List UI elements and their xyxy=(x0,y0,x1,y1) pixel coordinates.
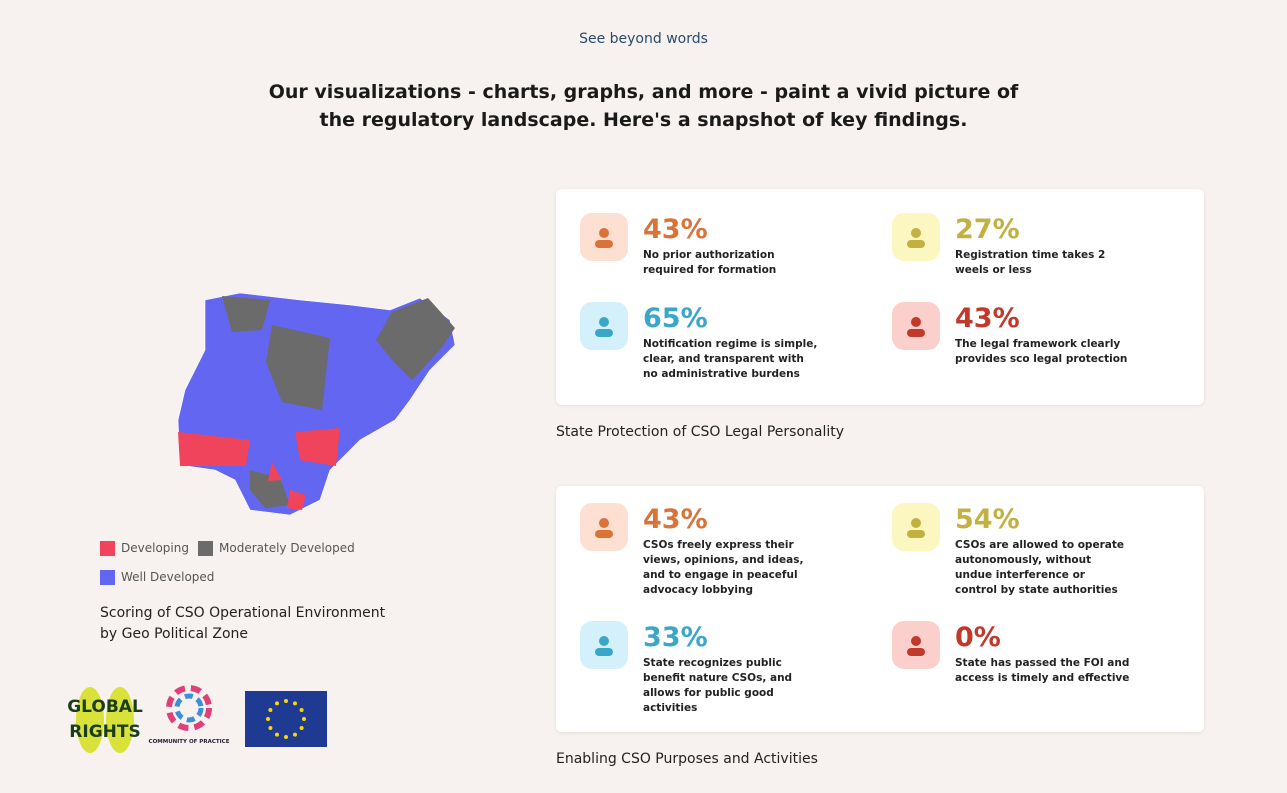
stat-value: 65% xyxy=(643,303,708,334)
stat-text: State recognizes public benefit nature C… xyxy=(643,657,793,714)
legend-swatch xyxy=(198,541,213,556)
logo-shape xyxy=(166,685,212,731)
icon-glyph xyxy=(595,636,613,656)
stat-card xyxy=(556,486,1204,732)
logo-shape xyxy=(174,693,204,723)
icon-glyph xyxy=(907,317,925,337)
star xyxy=(275,701,279,706)
logo-text: RIGHTS xyxy=(69,722,140,742)
tagline: See beyond words xyxy=(579,31,708,47)
logo-text: COMMUNITY OF PRACTICE xyxy=(149,739,230,745)
stat-text: The legal framework clearly provides sco… xyxy=(955,338,1128,365)
stat-text: CSOs freely express their views, opinion… xyxy=(643,539,804,596)
stat-value: 54% xyxy=(955,504,1020,535)
stat-text: State has passed the FOI and access is t… xyxy=(955,657,1130,684)
icon-glyph xyxy=(907,228,925,248)
stat-icon xyxy=(580,621,628,669)
logo-shape xyxy=(106,687,134,753)
star xyxy=(293,732,297,737)
card-caption: State Protection of CSO Legal Personalit… xyxy=(556,424,845,440)
star xyxy=(284,699,288,703)
star xyxy=(275,732,279,737)
heading-line: the regulatory landscape. Here's a snaps… xyxy=(319,109,968,131)
star xyxy=(293,701,297,706)
stat-icon xyxy=(580,213,628,261)
stat-icon xyxy=(892,213,940,261)
star xyxy=(299,708,304,712)
icon-glyph xyxy=(595,317,613,337)
stat-icon xyxy=(892,503,940,551)
stat-text: Registration time takes 2 weels or less xyxy=(955,249,1106,276)
card-caption: Enabling CSO Purposes and Activities xyxy=(556,751,818,767)
star xyxy=(266,717,270,721)
stat-value: 43% xyxy=(643,214,708,245)
map-caption: by Geo Political Zone xyxy=(100,626,249,642)
stat-value: 43% xyxy=(643,504,708,535)
legend-label: Developing xyxy=(121,541,189,555)
heading-line: Our visualizations - charts, graphs, and… xyxy=(268,81,1019,103)
legend-label: Well Developed xyxy=(121,570,215,584)
stat-text: Notification regime is simple, clear, an… xyxy=(643,338,818,380)
legend-swatch xyxy=(100,570,115,585)
stat-value: 33% xyxy=(643,622,708,653)
icon-glyph xyxy=(595,228,613,248)
stat-text: No prior authorization required for form… xyxy=(643,249,777,276)
star xyxy=(299,726,304,730)
map-caption: Scoring of CSO Operational Environment xyxy=(100,605,386,621)
star xyxy=(284,735,288,739)
stat-icon xyxy=(580,503,628,551)
icon-glyph xyxy=(595,518,613,538)
map-region xyxy=(287,490,306,510)
stat-icon xyxy=(580,302,628,350)
map-region xyxy=(266,325,330,410)
logo-shape xyxy=(76,687,104,753)
map-region xyxy=(295,428,340,466)
stat-text: CSOs are allowed to operate autonomously… xyxy=(955,539,1124,596)
stat-value: 43% xyxy=(955,303,1020,334)
stat-value: 0% xyxy=(955,622,1001,653)
icon-glyph xyxy=(907,518,925,538)
star xyxy=(302,717,306,721)
map-and-logos: GLOBAL RIGHTS COMMUNITY OF PRACTICE xyxy=(67,292,456,753)
map-region xyxy=(268,462,282,481)
star xyxy=(268,708,273,712)
stat-icon xyxy=(892,621,940,669)
stat-icon xyxy=(892,302,940,350)
legend-swatch xyxy=(100,541,115,556)
eu-stars xyxy=(266,699,306,739)
stat-value: 27% xyxy=(955,214,1020,245)
icon-glyph xyxy=(907,636,925,656)
map-region xyxy=(376,298,455,380)
star xyxy=(268,726,273,730)
legend-label: Moderately Developed xyxy=(219,541,355,555)
stat-card xyxy=(556,189,1204,405)
map-region xyxy=(222,296,270,332)
map-region xyxy=(178,432,250,466)
logo-text: GLOBAL xyxy=(67,697,143,717)
